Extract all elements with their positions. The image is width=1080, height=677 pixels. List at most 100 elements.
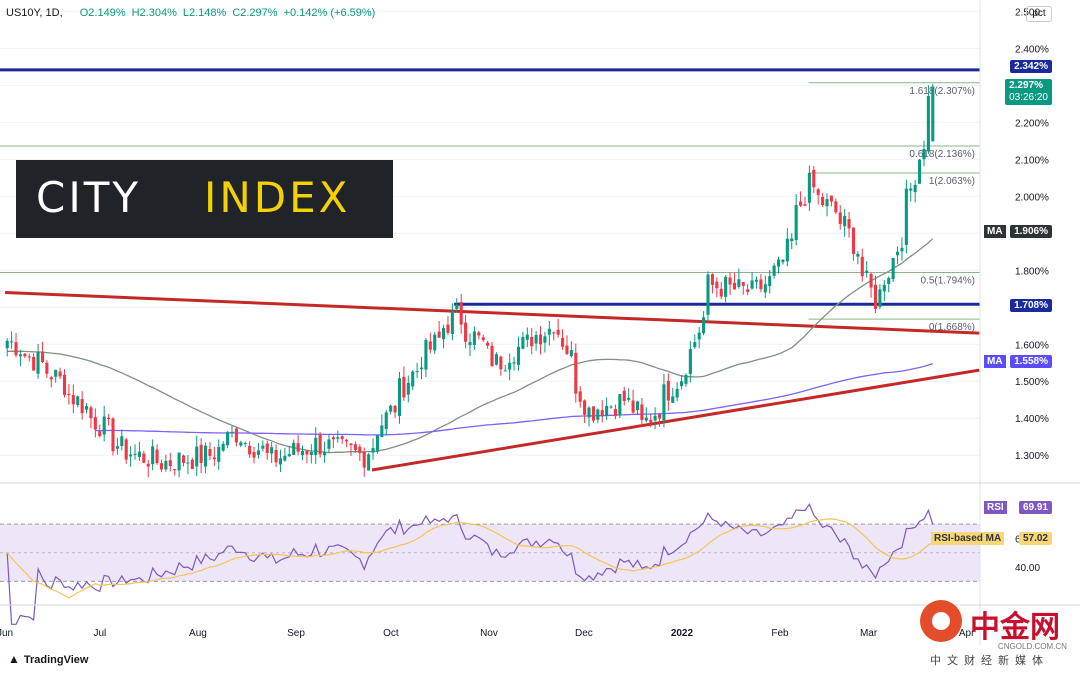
candle-body	[428, 341, 432, 350]
candle-body	[58, 371, 62, 377]
time-tick-label: Feb	[771, 628, 789, 639]
candle-body	[133, 453, 137, 455]
candle-body	[776, 259, 781, 267]
rsi-line	[6, 502, 934, 625]
candle-body	[856, 253, 860, 257]
candle-body	[534, 335, 538, 344]
candle-body	[358, 446, 362, 454]
candle-body	[397, 378, 402, 416]
candle-body	[327, 439, 331, 449]
price-tick-label: 2.000%	[1015, 192, 1049, 203]
rsi-band-fill	[0, 524, 980, 582]
candle-body	[84, 406, 89, 410]
candle-body	[296, 443, 300, 452]
candle-body	[93, 417, 97, 430]
candle-body	[89, 407, 93, 419]
rsi-tick-label: 40.00	[1015, 563, 1040, 574]
candle-body	[732, 282, 736, 290]
candle-body	[278, 458, 283, 465]
candle-body	[508, 362, 512, 370]
last-price-value: 2.297%	[1009, 80, 1043, 91]
candle-body	[530, 336, 534, 347]
rsi-ma-line	[6, 518, 934, 599]
candle-body	[248, 445, 252, 455]
candle-body	[900, 247, 904, 252]
candle-body	[768, 276, 772, 287]
price-tick-label: 1.500%	[1015, 377, 1049, 388]
candle-body	[54, 369, 58, 377]
candle-body	[129, 454, 133, 457]
candle-body	[583, 400, 587, 415]
candle-body	[195, 446, 199, 467]
ma50-value-badge: 1.906%	[1010, 225, 1052, 238]
candle-body	[904, 188, 908, 245]
candle-body	[887, 278, 891, 284]
candle-body	[367, 454, 371, 471]
time-tick-label: Dec	[575, 628, 593, 639]
logo-word-index: INDEX	[204, 173, 351, 222]
candle-body	[345, 439, 349, 442]
candle-body	[649, 419, 653, 423]
candle-body	[62, 374, 67, 395]
candle-body	[300, 450, 305, 456]
candle-body	[433, 334, 437, 351]
candle-body	[794, 205, 798, 241]
candle-body	[627, 397, 631, 400]
time-tick-label: Jun	[0, 628, 13, 639]
candle-body	[578, 391, 582, 402]
candle-body	[922, 149, 926, 160]
candle-body	[931, 86, 935, 142]
low-value: L2.148%	[182, 7, 227, 19]
rsi-band	[0, 523, 980, 582]
candle-body	[490, 345, 494, 367]
candle-body	[186, 462, 190, 464]
candle-body	[635, 401, 640, 411]
candle-body	[605, 405, 609, 417]
candle-body	[918, 159, 922, 184]
fib-level-label: 1(2.063%)	[929, 176, 975, 187]
rsi-tag: RSI	[984, 501, 1007, 514]
candle-body	[137, 451, 141, 457]
rsi-ma-tag: RSI-based MA	[931, 532, 1005, 545]
candle-body	[270, 447, 274, 454]
tradingview-logo[interactable]: ▲ TradingView	[8, 652, 88, 666]
time-tick-label: Nov	[480, 628, 498, 639]
candle-body	[323, 451, 327, 456]
candle-body	[763, 284, 767, 293]
candle-body	[481, 337, 485, 341]
candle-body	[547, 328, 551, 335]
candle-body	[115, 446, 119, 449]
price-tick-label: 2.400%	[1015, 44, 1049, 55]
close-value: C2.297%	[232, 7, 278, 19]
candle-body	[155, 449, 159, 464]
candle-body	[860, 256, 864, 277]
candle-body	[873, 284, 878, 309]
candle-body	[759, 279, 763, 290]
time-tick-label: Sep	[287, 628, 305, 639]
candle-body	[693, 342, 697, 348]
candle-body	[80, 399, 84, 414]
candle-body	[865, 270, 869, 273]
candle-body	[847, 219, 851, 229]
candle-body	[834, 201, 838, 213]
candle-body	[5, 340, 9, 349]
price-tick-label: 1.400%	[1015, 414, 1049, 425]
candle-body	[799, 201, 803, 206]
scale-unit-button[interactable]: pct	[1026, 6, 1052, 22]
candle-body	[640, 404, 644, 421]
ohlc-legend: US10Y, 1D, O2.149% H2.304% L2.148% C2.297% +…	[6, 7, 375, 19]
price-tick-label: 2.100%	[1015, 155, 1049, 166]
candle-body	[36, 352, 40, 374]
candle-body	[230, 431, 234, 433]
candle-body	[283, 455, 287, 461]
candle-body	[525, 334, 529, 340]
candle-body	[314, 437, 318, 456]
candle-body	[287, 454, 291, 457]
candle-body	[164, 460, 168, 470]
candle-body	[569, 350, 573, 357]
candle-body	[895, 251, 900, 256]
candle-body	[807, 172, 811, 203]
candles	[5, 83, 935, 478]
ticker-label[interactable]: US10Y, 1D,	[6, 7, 66, 19]
